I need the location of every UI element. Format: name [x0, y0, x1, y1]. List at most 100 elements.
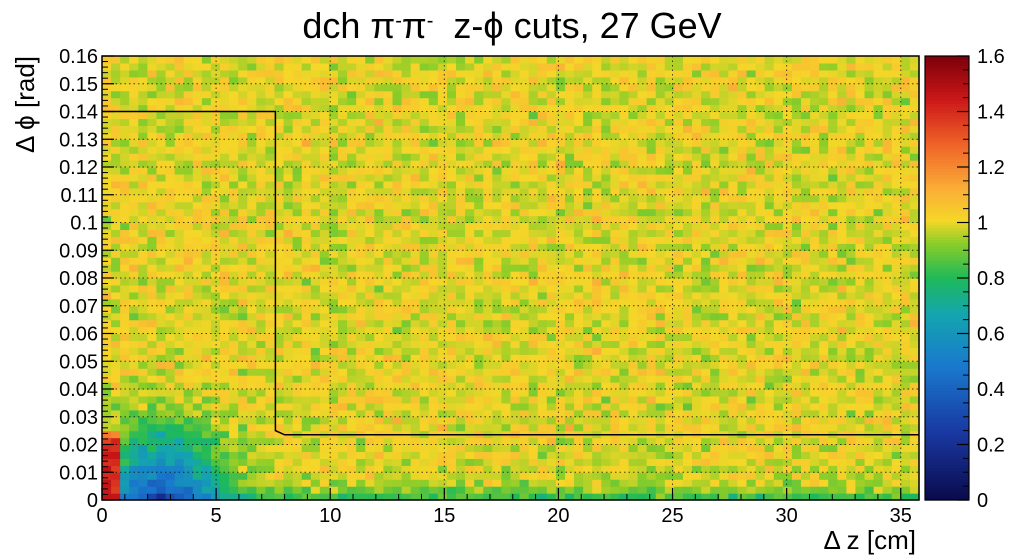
heatmap-cell — [664, 118, 675, 126]
heatmap-cell — [546, 167, 557, 175]
heatmap-cell — [800, 312, 811, 321]
heatmap-cell — [474, 201, 484, 210]
heatmap-cell — [283, 243, 294, 251]
heatmap-cell — [719, 486, 729, 494]
heatmap-cell — [791, 284, 802, 293]
heatmap-cell — [583, 257, 593, 265]
heatmap-cell — [555, 132, 566, 140]
heatmap-cell — [174, 215, 185, 224]
heatmap-cell — [201, 361, 212, 369]
heatmap-cell — [220, 160, 230, 168]
heatmap-cell — [528, 451, 539, 459]
heatmap-cell — [129, 382, 139, 390]
heatmap-cell — [728, 264, 739, 272]
heatmap-cell — [283, 437, 294, 446]
heatmap-cell — [319, 90, 330, 99]
heatmap-cell — [156, 493, 167, 501]
heatmap-cell — [574, 395, 584, 404]
heatmap-cell — [183, 479, 194, 487]
heatmap-cell — [437, 250, 448, 258]
heatmap-cell — [210, 118, 221, 126]
heatmap-cell — [710, 167, 720, 175]
heatmap-cell — [782, 375, 793, 383]
heatmap-cell — [728, 347, 739, 355]
heatmap-cell — [201, 340, 212, 348]
heatmap-cell — [401, 312, 412, 321]
heatmap-cell — [356, 160, 366, 168]
heatmap-cell — [428, 180, 439, 189]
heatmap-cell — [410, 56, 421, 64]
heatmap-cell — [356, 208, 366, 217]
heatmap-cell — [791, 326, 802, 335]
heatmap-cell — [147, 347, 158, 355]
heatmap-cell — [773, 479, 784, 487]
heatmap-cell — [474, 305, 484, 314]
heatmap-cell — [619, 305, 630, 314]
heatmap-cell — [147, 437, 158, 446]
heatmap-cell — [619, 208, 630, 217]
heatmap-cell — [701, 146, 711, 154]
heatmap-cell — [800, 208, 811, 217]
heatmap-cell — [365, 201, 375, 210]
heatmap-cell — [192, 347, 203, 355]
heatmap-cell — [773, 264, 784, 272]
heatmap-cell — [501, 354, 512, 362]
heatmap-cell — [138, 319, 148, 328]
heatmap-cell — [111, 312, 121, 321]
heatmap-cell — [301, 215, 312, 224]
heatmap-cell — [419, 319, 430, 328]
heatmap-cell — [692, 187, 702, 196]
heatmap-cell — [528, 486, 539, 494]
heatmap-cell — [174, 229, 185, 237]
heatmap-cell — [710, 409, 720, 418]
heatmap-cell — [682, 312, 693, 321]
heatmap-cell — [419, 486, 430, 494]
heatmap-cell — [347, 201, 357, 210]
heatmap-cell — [564, 472, 575, 480]
heatmap-cell — [773, 132, 784, 140]
heatmap-cell — [147, 479, 158, 487]
heatmap-cell — [111, 354, 121, 362]
heatmap-cell — [120, 416, 130, 425]
heatmap-cell — [328, 472, 339, 480]
heatmap-cell — [192, 368, 203, 376]
heatmap-cell — [701, 90, 711, 99]
heatmap-cell — [147, 173, 158, 182]
heatmap-cell — [764, 479, 775, 487]
heatmap-cell — [256, 271, 266, 279]
heatmap-cell — [356, 291, 366, 300]
heatmap-cell — [637, 132, 648, 140]
heatmap-cell — [210, 160, 221, 168]
heatmap-cell — [338, 236, 348, 244]
heatmap-cell — [546, 423, 557, 432]
heatmap-cell — [519, 180, 530, 189]
heatmap-cell — [501, 62, 512, 71]
heatmap-cell — [102, 298, 112, 307]
heatmap-cell — [410, 458, 421, 466]
heatmap-cell — [646, 416, 657, 425]
heatmap-cell — [446, 118, 457, 126]
heatmap-cell — [510, 222, 521, 231]
heatmap-cell — [229, 402, 239, 411]
heatmap-cell — [328, 278, 339, 286]
heatmap-cell — [220, 132, 230, 140]
heatmap-cell — [383, 451, 394, 459]
heatmap-cell — [655, 444, 666, 453]
heatmap-cell — [392, 243, 403, 251]
heatmap-cell — [374, 173, 385, 182]
heatmap-cell — [437, 458, 448, 466]
heatmap-cell — [238, 368, 248, 376]
heatmap-cell — [419, 146, 430, 154]
heatmap-cell — [419, 153, 430, 161]
heatmap-cell — [682, 271, 693, 279]
heatmap-cell — [401, 62, 412, 71]
heatmap-cell — [483, 368, 493, 376]
heatmap-cell — [247, 125, 257, 133]
heatmap-cell — [610, 319, 621, 328]
heatmap-cell — [492, 305, 503, 314]
heatmap-cell — [592, 139, 602, 147]
heatmap-cell — [274, 312, 285, 321]
heatmap-cell — [510, 389, 521, 397]
heatmap-cell — [328, 62, 339, 71]
heatmap-cell — [374, 423, 385, 432]
